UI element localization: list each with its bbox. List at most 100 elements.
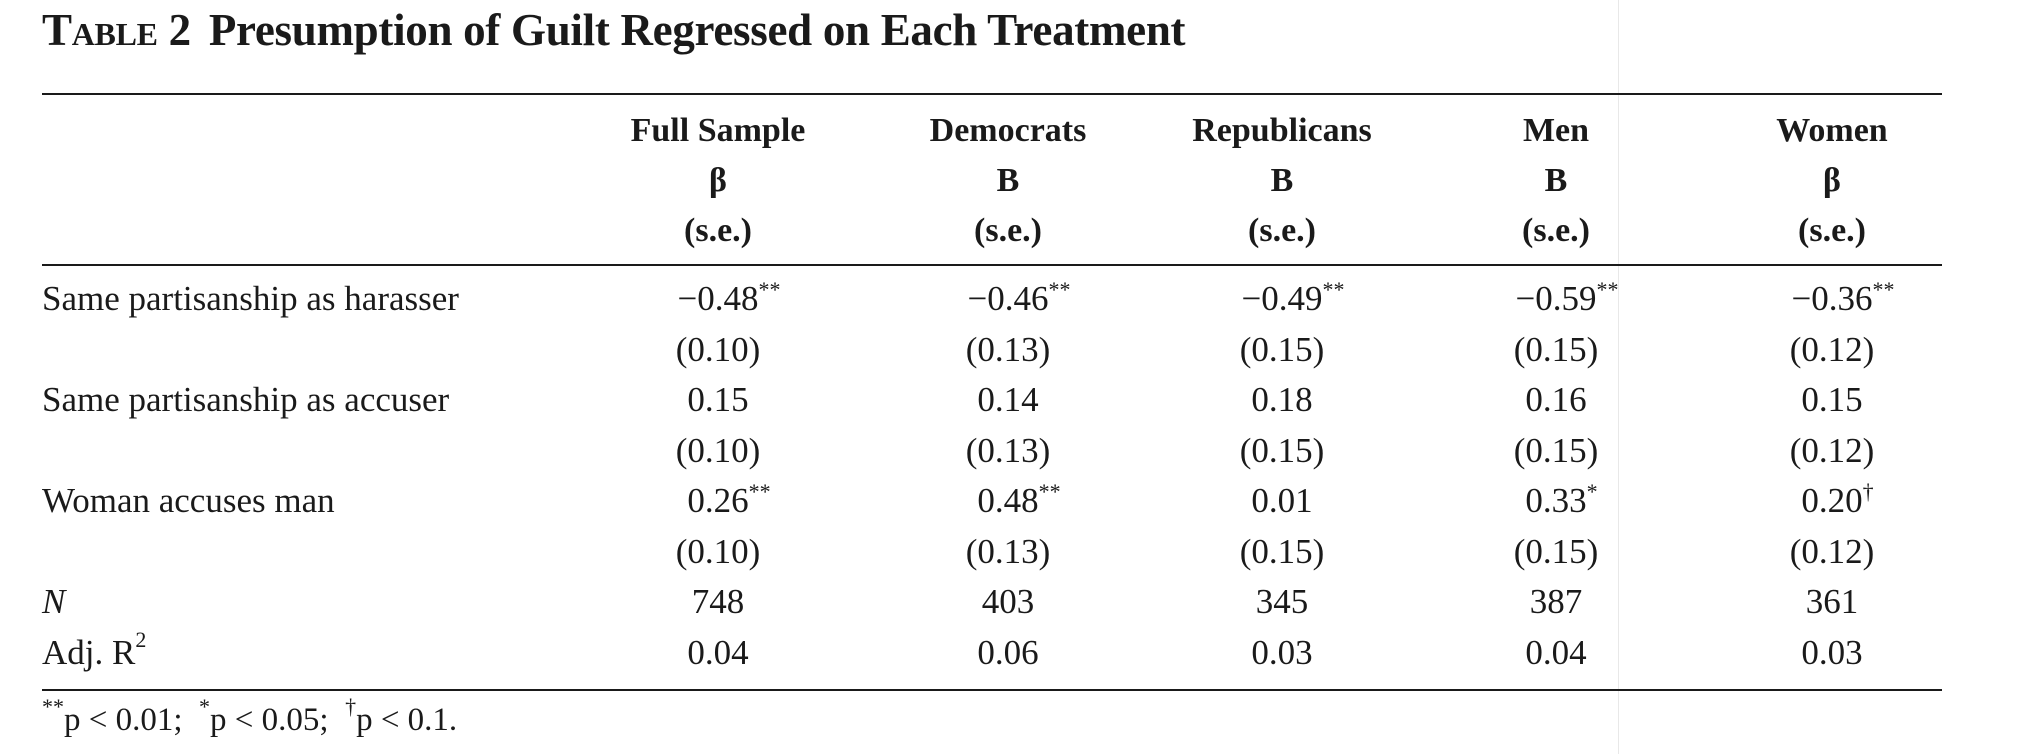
column-header: Republicans B (s.e.) — [1182, 106, 1382, 256]
coef-value: 0.33 — [1525, 481, 1587, 520]
coef-cell: −0.49 ** — [1182, 274, 1382, 324]
coef-cell: −0.36 ** — [1732, 274, 1932, 324]
se-label: (s.e.) — [1248, 212, 1316, 249]
coef-wrapper: −0.59 ** — [1515, 274, 1619, 324]
header-rule — [42, 264, 1942, 266]
se-label: (s.e.) — [684, 212, 752, 249]
se-label: (s.e.) — [974, 212, 1042, 249]
footnote-symbol: * — [199, 694, 211, 719]
se-cell: (0.13) — [965, 531, 1051, 571]
row-label: Same partisanship as accuser — [42, 380, 450, 419]
column-name: Men — [1522, 112, 1590, 149]
footnote-text: p < 0.05; — [210, 702, 329, 738]
footnote-text: p < 0.1. — [356, 702, 458, 738]
coef-value: −0.59 — [1515, 279, 1597, 318]
footnote-symbol: † — [345, 694, 357, 719]
significance-stars: * — [1586, 479, 1598, 504]
se-label: (s.e.) — [1522, 212, 1590, 249]
stat-cell: 345 — [1255, 582, 1309, 621]
coef-wrapper: −0.36 ** — [1791, 274, 1895, 324]
coef-cell: 0.48 ** — [908, 476, 1108, 526]
se-cell: (0.10) — [675, 329, 761, 369]
significance-stars: ** — [758, 277, 781, 302]
stat-cell: 361 — [1805, 582, 1859, 621]
significance-stars: ** — [1596, 277, 1619, 302]
row-label: Same partisanship as harasser — [42, 279, 459, 318]
coef-wrapper: 0.15 — [687, 375, 748, 425]
coef-symbol: B — [996, 162, 1020, 199]
column-header: Men B (s.e.) — [1456, 106, 1656, 256]
significance-stars: ** — [1872, 277, 1895, 302]
column-name: Republicans — [1192, 112, 1372, 149]
footnote-text: p < 0.01; — [64, 702, 183, 738]
se-cell: (0.10) — [675, 531, 761, 571]
se-cell: (0.13) — [965, 430, 1051, 470]
coef-wrapper: 0.15 — [1801, 375, 1862, 425]
coef-wrapper: 0.48 ** — [977, 476, 1060, 526]
column-name: Full Sample — [630, 112, 806, 149]
coef-value: 0.26 — [687, 481, 749, 520]
se-cell: (0.15) — [1239, 430, 1325, 470]
stat-cell: 403 — [981, 582, 1035, 621]
coef-value: 0.18 — [1251, 380, 1313, 419]
significance-stars: ** — [1048, 277, 1071, 302]
coef-wrapper: 0.20 † — [1801, 476, 1873, 526]
stat-cell: 0.04 — [687, 632, 749, 672]
column-name: Democrats — [929, 112, 1087, 149]
coef-cell: 0.15 — [618, 375, 818, 425]
coef-value: −0.49 — [1241, 279, 1323, 318]
stat-cell: 0.03 — [1801, 632, 1863, 672]
table-title-text: Presumption of Guilt Regressed on Each T… — [208, 5, 1186, 55]
stat-label: Adj. R2 — [42, 628, 146, 678]
coef-value: 0.16 — [1525, 380, 1587, 419]
significance-footnote: **p < 0.01; *p < 0.05; †p < 0.1. — [42, 695, 457, 745]
footnote-symbol: ** — [42, 694, 64, 719]
stat-label: N — [42, 577, 65, 627]
coef-cell: 0.15 — [1732, 375, 1932, 425]
column-header: Democrats B (s.e.) — [908, 106, 1108, 256]
coef-value: −0.36 — [1791, 279, 1873, 318]
coef-symbol: B — [1270, 162, 1294, 199]
coef-cell: −0.48 ** — [618, 274, 818, 324]
table-label: Table 2 — [42, 5, 191, 55]
se-label: (s.e.) — [1798, 212, 1866, 249]
coef-cell: 0.16 — [1456, 375, 1656, 425]
coef-value: 0.15 — [687, 380, 749, 419]
coef-wrapper: −0.46 ** — [967, 274, 1071, 324]
se-cell: (0.15) — [1239, 531, 1325, 571]
coef-symbol: β — [709, 162, 727, 199]
significance-stars: ** — [748, 479, 771, 504]
coef-cell: 0.18 — [1182, 375, 1382, 425]
significance-stars: † — [1862, 479, 1874, 504]
coef-value: 0.48 — [977, 481, 1039, 520]
coef-value: 0.20 — [1801, 481, 1863, 520]
bottom-rule — [42, 689, 1942, 691]
coef-cell: 0.20 † — [1732, 476, 1932, 526]
se-cell: (0.15) — [1239, 329, 1325, 369]
se-cell: (0.12) — [1789, 329, 1875, 369]
coef-symbol: B — [1544, 162, 1568, 199]
stat-cell: 0.06 — [977, 632, 1039, 672]
coef-cell: 0.01 — [1182, 476, 1382, 526]
coef-cell: −0.59 ** — [1456, 274, 1656, 324]
stat-label-text: N — [42, 582, 66, 621]
page-divider — [1618, 0, 1619, 754]
stat-cell: 387 — [1529, 582, 1583, 621]
column-header: Women β (s.e.) — [1732, 106, 1932, 256]
se-cell: (0.13) — [965, 329, 1051, 369]
coef-value: −0.46 — [967, 279, 1049, 318]
significance-stars: ** — [1038, 479, 1061, 504]
se-cell: (0.12) — [1789, 430, 1875, 470]
column-header: Full Sample β (s.e.) — [618, 106, 818, 256]
column-name: Women — [1776, 112, 1888, 149]
row-label: Woman accuses man — [42, 481, 335, 520]
stat-label-superscript: 2 — [135, 626, 147, 652]
coef-wrapper: 0.33 * — [1525, 476, 1597, 526]
coef-wrapper: 0.01 — [1251, 476, 1312, 526]
coef-value: 0.14 — [977, 380, 1039, 419]
top-rule — [42, 93, 1942, 95]
coef-wrapper: 0.18 — [1251, 375, 1312, 425]
stat-cell: 0.03 — [1251, 632, 1313, 672]
coef-wrapper: 0.14 — [977, 375, 1038, 425]
coef-wrapper: 0.16 — [1525, 375, 1586, 425]
